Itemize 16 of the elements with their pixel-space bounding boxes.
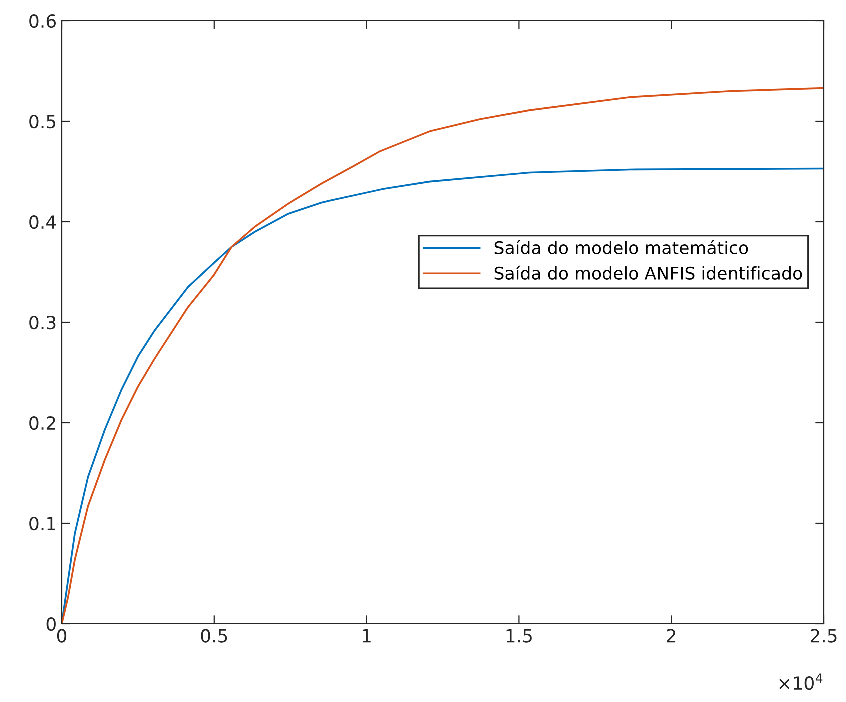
- y-tick-label: 0.5: [30, 114, 56, 129]
- x-tick-label: 1.5: [506, 629, 532, 643]
- x-tick-label: 2: [667, 629, 676, 643]
- text: ×10$^{4}$: [780, 674, 823, 690]
- y-tick-label: 0.2: [30, 416, 56, 430]
- y-tick-label: 0.1: [30, 516, 56, 531]
- x-tick-label: 2.5: [810, 629, 837, 643]
- legend-label: Saída do modelo matemático: [494, 240, 748, 254]
- y-tick-label: 0.6: [30, 14, 56, 28]
- x-tick-label: 0.5: [201, 629, 228, 643]
- y-tick-label: 0.4: [30, 215, 56, 230]
- y-tick-label: 0: [46, 617, 56, 632]
- x-tick-label: 0: [57, 629, 67, 643]
- legend-label: Saída do modelo ANFIS identificado: [494, 266, 802, 280]
- y-tick-label: 0.3: [30, 316, 56, 330]
- x-tick-label: 1: [363, 629, 371, 643]
